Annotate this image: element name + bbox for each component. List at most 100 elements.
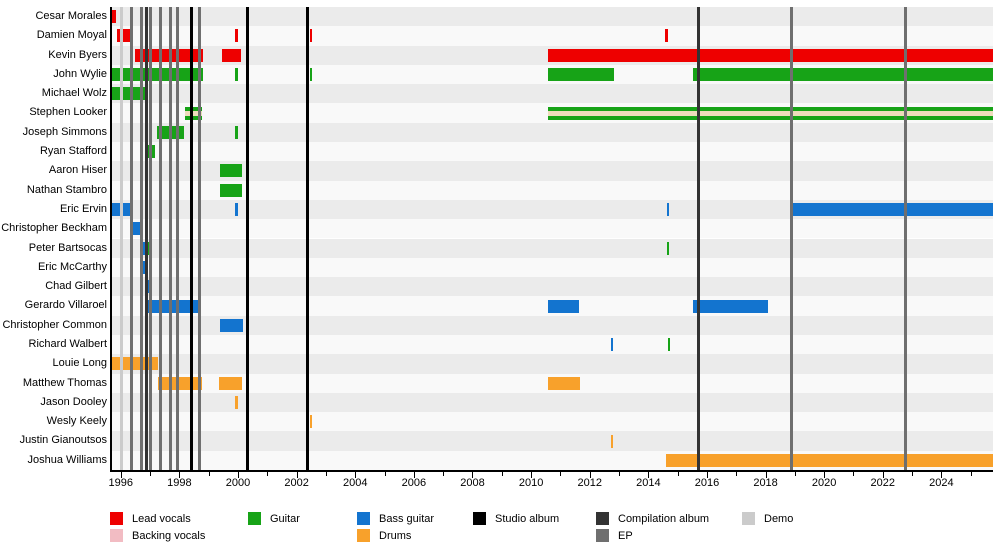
role-bar-bass xyxy=(235,203,238,217)
x-tick xyxy=(912,472,914,476)
release-line-ep xyxy=(176,7,180,470)
role-bar-lead_vocals xyxy=(309,29,313,43)
role-bar-guitar xyxy=(666,241,670,255)
row-band xyxy=(112,354,993,374)
x-tick xyxy=(267,472,269,476)
row-band xyxy=(112,199,993,220)
role-bar-bass xyxy=(133,222,142,236)
x-tick-label: 1996 xyxy=(108,477,134,489)
role-bar-drums xyxy=(547,376,581,390)
release-line-studio xyxy=(305,7,309,470)
role-bar-bass xyxy=(692,299,768,313)
x-tick xyxy=(970,472,972,476)
role-bar-lead_vocals xyxy=(112,10,117,24)
row-band xyxy=(112,238,993,258)
role-bar-guitar xyxy=(112,68,204,82)
x-tick xyxy=(413,472,415,478)
legend-label-backing_vocals: Backing vocals xyxy=(132,530,206,542)
x-tick xyxy=(150,472,152,476)
role-bar-lead_vocals xyxy=(235,29,238,43)
x-tick xyxy=(179,472,181,478)
row-band xyxy=(112,122,993,143)
role-bar-bass xyxy=(610,338,614,352)
row-band xyxy=(112,412,993,432)
member-label: Kevin Byers xyxy=(48,48,107,61)
release-line-ep xyxy=(789,7,793,470)
member-label: Damien Moyal xyxy=(36,29,107,42)
release-line-demo xyxy=(120,7,124,470)
role-bar-guitar xyxy=(547,68,615,82)
release-line-compilation xyxy=(696,7,700,470)
x-tick xyxy=(677,472,679,476)
release-line-ep xyxy=(140,7,144,470)
x-tick xyxy=(531,472,533,478)
row-band xyxy=(112,142,993,162)
legend-label-bass: Bass guitar xyxy=(379,513,435,525)
x-tick-label: 2020 xyxy=(811,477,837,489)
role-bar-lead_vocals xyxy=(665,29,668,43)
member-label: Michael Wolz xyxy=(41,87,107,100)
member-label: Ryan Stafford xyxy=(39,145,107,158)
x-tick xyxy=(208,472,210,476)
x-tick-label: 2002 xyxy=(284,477,309,489)
role-bar-bass xyxy=(141,260,148,274)
role-bar-bass xyxy=(666,203,670,217)
row-band xyxy=(112,219,993,239)
x-tick-label: 2006 xyxy=(401,477,427,489)
legend-swatch-backing_vocals xyxy=(110,529,123,542)
x-axis-line xyxy=(110,470,993,472)
member-label: Wesly Keely xyxy=(46,415,107,428)
role-bar-drums xyxy=(218,376,242,390)
release-line-ep xyxy=(168,7,172,470)
member-label: Nathan Stambro xyxy=(26,183,107,196)
x-tick xyxy=(384,472,386,476)
role-bar-bass xyxy=(219,318,243,332)
legend-swatch-lead_vocals xyxy=(110,512,123,525)
legend-label-compilation: Compilation album xyxy=(618,513,710,525)
member-label: Chad Gilbert xyxy=(45,280,107,293)
x-tick-label: 2008 xyxy=(460,477,485,489)
member-label: Eric McCarthy xyxy=(37,260,107,273)
row-band xyxy=(112,334,993,355)
x-tick xyxy=(355,472,357,478)
member-label: Aaron Hiser xyxy=(48,164,107,177)
x-tick xyxy=(765,472,767,478)
release-line-ep xyxy=(159,7,163,470)
role-bar-drums xyxy=(665,453,993,467)
member-label: John Wylie xyxy=(53,67,107,80)
x-tick-label: 2016 xyxy=(694,477,720,489)
release-line-ep xyxy=(903,7,907,470)
member-label: Jason Dooley xyxy=(40,395,107,408)
x-tick-label: 2012 xyxy=(577,477,602,489)
role-bar-guitar xyxy=(220,164,242,178)
y-axis-line xyxy=(110,7,112,472)
x-tick xyxy=(648,472,650,478)
legend-label-drums: Drums xyxy=(379,530,412,542)
row-band xyxy=(112,180,993,200)
row-band xyxy=(112,84,993,104)
legend-swatch-bass xyxy=(357,512,370,525)
x-tick xyxy=(560,472,562,476)
role-bar-guitar xyxy=(667,338,671,352)
x-tick xyxy=(619,472,621,476)
stripe-backing_vocals xyxy=(184,110,202,116)
role-bar-drums xyxy=(235,395,239,409)
legend-swatch-studio xyxy=(473,512,486,525)
x-tick-label: 2022 xyxy=(870,477,896,489)
role-bar-drums xyxy=(610,434,614,448)
role-bar-bass xyxy=(547,299,579,313)
member-label: Stephen Looker xyxy=(29,106,107,119)
member-label: Joseph Simmons xyxy=(22,125,107,138)
member-label: Justin Gianoutsos xyxy=(19,434,107,447)
release-line-compilation xyxy=(145,7,149,470)
row-band xyxy=(112,26,993,46)
role-bar-bass xyxy=(789,203,993,217)
legend-label-lead_vocals: Lead vocals xyxy=(132,513,191,525)
x-tick xyxy=(443,472,445,476)
member-label: Joshua Williams xyxy=(27,453,107,466)
legend-label-ep: EP xyxy=(618,530,633,542)
legend-swatch-ep xyxy=(596,529,609,542)
role-bar-bass xyxy=(146,280,151,294)
x-tick-label: 2024 xyxy=(929,477,954,489)
x-tick xyxy=(325,472,327,476)
